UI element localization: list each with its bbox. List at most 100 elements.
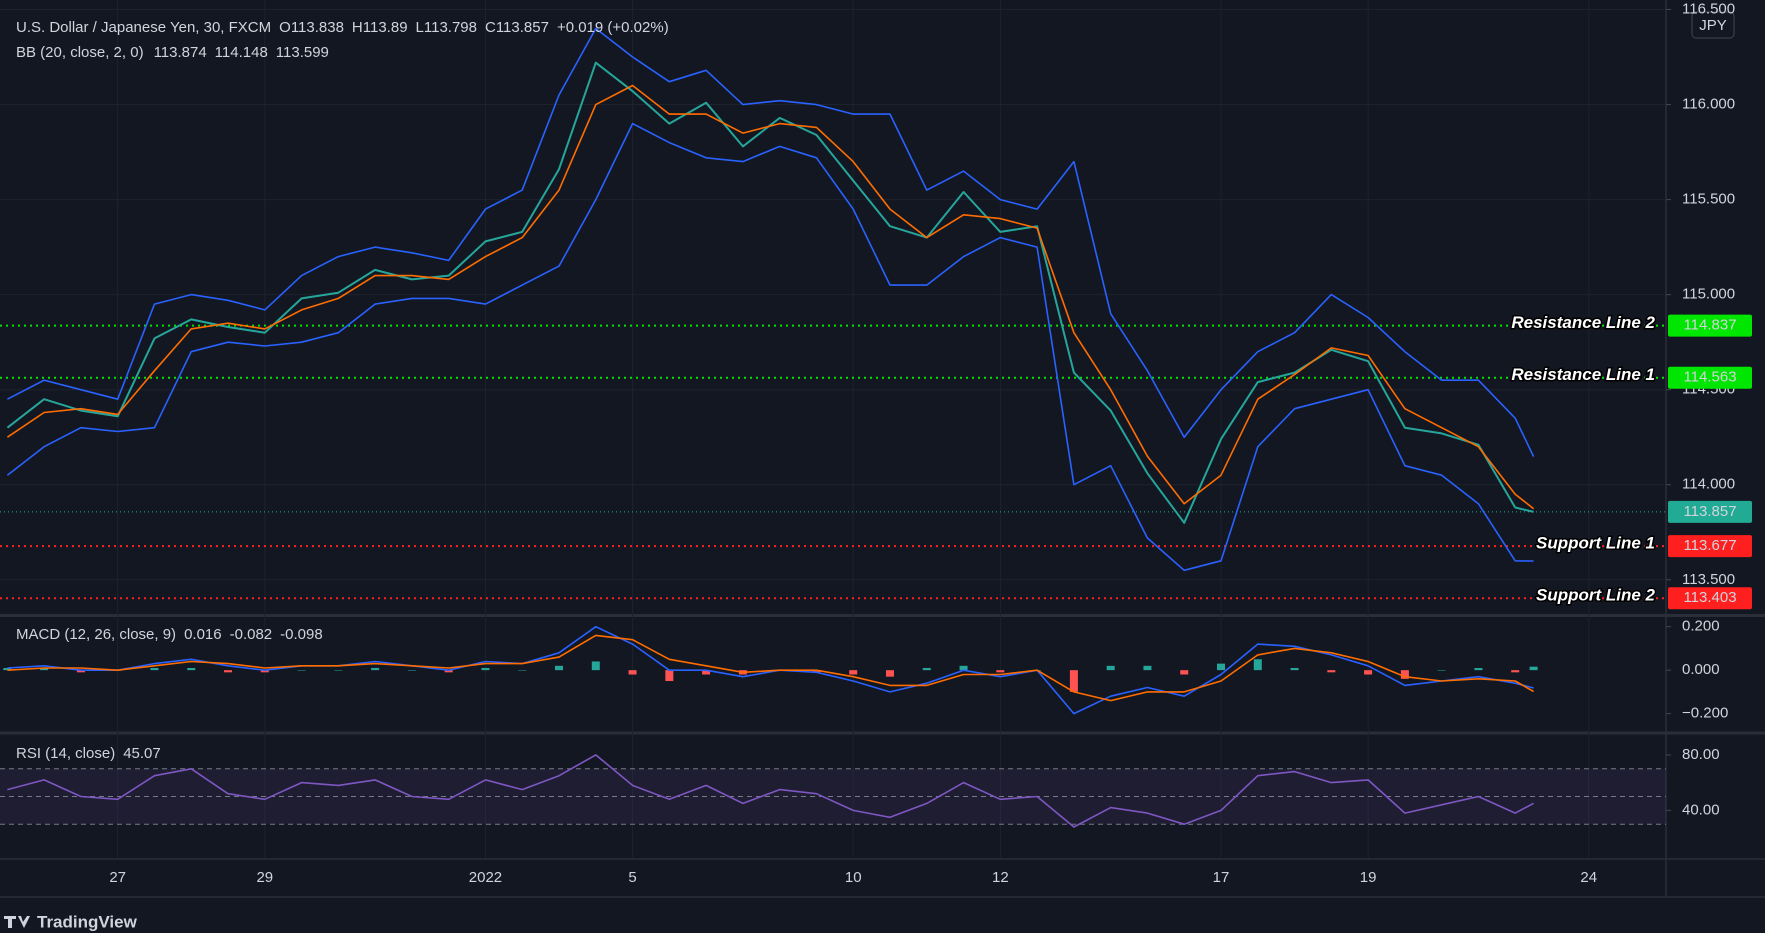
level-value: 113.403 [1683, 589, 1736, 606]
level-value: 114.563 [1683, 369, 1736, 386]
y-tick-label: 0.000 [1682, 661, 1720, 678]
legend-text: 113.89 [363, 19, 408, 36]
histogram-bar [1364, 670, 1373, 675]
histogram-bar [76, 670, 85, 673]
y-tick-label: 40.00 [1682, 801, 1720, 818]
x-tick-label: 5 [628, 869, 636, 886]
histogram-bar [996, 670, 1005, 673]
legend-text: +0.019 (+0.02%) [557, 19, 669, 36]
y-tick-label: 0.200 [1682, 618, 1720, 635]
x-tick-label: 2022 [469, 869, 502, 886]
level-value: 114.837 [1683, 317, 1736, 334]
histogram-bar [665, 670, 674, 682]
legend-text: 0.016 [184, 626, 222, 643]
y-tick-label: 116.000 [1682, 96, 1735, 113]
x-tick-label: 29 [256, 869, 273, 886]
level-badge [1668, 587, 1752, 610]
legend-text: MACD (12, 26, close, 9) [16, 626, 176, 643]
histogram-bar [849, 670, 858, 675]
histogram-bar [297, 670, 306, 671]
legend-text: L [416, 19, 424, 36]
y-tick-label: 116.500 [1682, 0, 1735, 17]
histogram-bar [1180, 670, 1189, 675]
histogram-bar [150, 667, 159, 671]
series-line [7, 27, 1535, 457]
level-badge [1668, 535, 1752, 558]
histogram-bar [922, 667, 931, 671]
histogram-bar [1327, 670, 1336, 673]
histogram-bar [591, 661, 600, 671]
x-tick-label: 17 [1213, 869, 1230, 886]
histogram-bar [3, 667, 12, 671]
currency-label: JPY [1699, 17, 1727, 34]
legend-text: O [279, 19, 291, 36]
histogram-bar [444, 670, 453, 673]
histogram-bar [1216, 663, 1225, 671]
histogram-bar [812, 670, 821, 673]
y-tick-label: 114.000 [1682, 476, 1735, 493]
histogram-bar [407, 670, 416, 671]
histogram-bar [628, 670, 637, 675]
legend-text: -0.098 [280, 626, 323, 643]
legend-text: 113.798 [424, 19, 477, 36]
level-badge [1668, 366, 1752, 389]
legend-value: 114.148 [215, 44, 268, 61]
y-tick-label: 115.500 [1682, 191, 1735, 208]
x-tick-label: 24 [1580, 869, 1597, 886]
x-tick-label: 27 [109, 869, 126, 886]
currency-badge [1691, 11, 1735, 39]
x-tick-label: 19 [1360, 869, 1377, 886]
legend-text: 113.838 [291, 19, 344, 36]
legend-text: H [352, 19, 363, 36]
histogram-bar [224, 670, 233, 673]
y-tick-label: −0.200 [1682, 705, 1728, 722]
logo-mark [4, 916, 30, 928]
histogram-bar [481, 667, 490, 671]
histogram-bar [702, 670, 711, 675]
last-price-value: 113.857 [1683, 503, 1736, 520]
legend-text: RSI (14, close) [16, 745, 115, 762]
histogram-bar [1474, 667, 1483, 671]
level-name: Support Line 1 [1536, 534, 1655, 553]
legend-text: U.S. Dollar / Japanese Yen, 30, FXCM [16, 19, 271, 36]
y-tick-label: 113.500 [1682, 571, 1735, 588]
histogram-bar [1143, 665, 1152, 671]
histogram-bar [1069, 670, 1078, 692]
histogram-bar [1290, 667, 1299, 671]
level-badge [1668, 314, 1752, 337]
legend-text: BB (20, close, 2, 0) [16, 44, 144, 61]
histogram-bar [1511, 670, 1520, 673]
legend-value: 113.599 [276, 44, 329, 61]
series-line [6, 84, 1535, 510]
series-line [7, 634, 1534, 702]
x-tick-label: 12 [992, 869, 1009, 886]
footer-brand: TradingView [37, 912, 138, 931]
legend-text: 113.857 [496, 19, 549, 36]
histogram-bar [959, 665, 968, 671]
histogram-bar [371, 667, 380, 671]
histogram-bar [1529, 666, 1538, 671]
x-tick-label: 10 [845, 869, 862, 886]
histogram-bar [1400, 670, 1409, 679]
histogram-bar [1106, 665, 1115, 671]
last-price-badge [1668, 500, 1752, 523]
histogram-bar [187, 667, 196, 671]
histogram-bar [555, 665, 564, 671]
histogram-bar [518, 670, 527, 671]
y-tick-label: 115.000 [1682, 286, 1735, 303]
histogram-bar [260, 670, 269, 673]
histogram-bar [40, 667, 49, 671]
level-name: Resistance Line 1 [1511, 365, 1655, 384]
series-line [7, 754, 1534, 828]
legend-text: C [485, 19, 496, 36]
plot-layer [0, 9, 1666, 828]
level-value: 113.677 [1683, 537, 1736, 554]
y-tick-label: 80.00 [1682, 746, 1720, 763]
tradingview-logo [4, 916, 30, 928]
histogram-bar [334, 670, 343, 671]
level-name: Support Line 2 [1536, 586, 1656, 605]
histogram-bar [1253, 659, 1262, 671]
histogram-bar [886, 670, 895, 677]
level-name: Resistance Line 2 [1511, 313, 1655, 332]
